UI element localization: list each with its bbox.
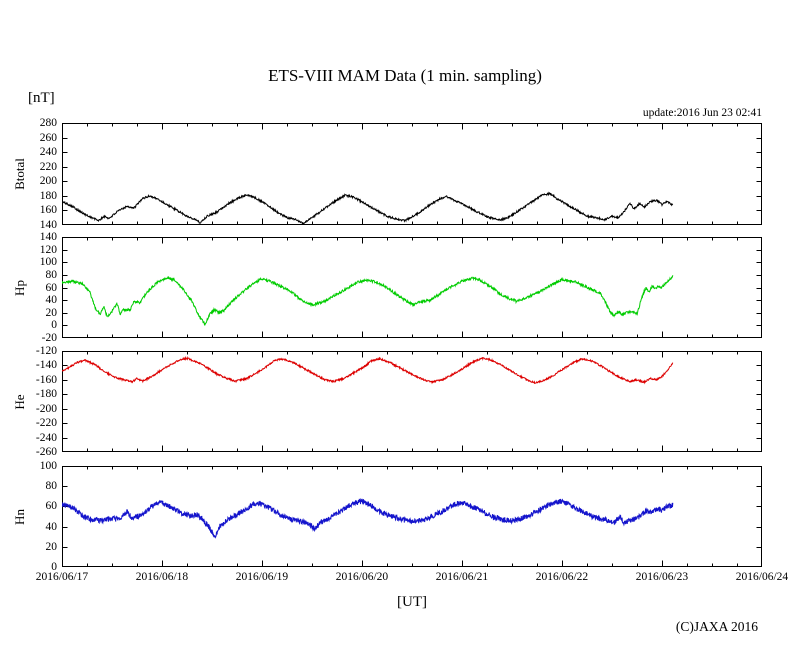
y-axis-title-btotal: Btotal (12, 158, 27, 190)
y-tick-label: 60 (45, 281, 58, 294)
hp-series-line (62, 275, 674, 327)
x-tick-label: 2016/06/21 (435, 571, 489, 583)
y-tick-label: 160 (39, 204, 57, 217)
y-tick-label: 100 (39, 256, 57, 269)
y-tick-label: 40 (45, 520, 58, 533)
x-tick-label: 2016/06/24 (735, 571, 789, 583)
y-axis-title-hp: Hp (12, 279, 27, 296)
hn-plot-area (62, 466, 762, 567)
y-axis-title-he: He (12, 393, 27, 410)
copyright-label: (C)JAXA 2016 (675, 619, 758, 634)
panel-hp (62, 237, 762, 338)
y-tick-label: 20 (45, 306, 58, 319)
x-axis-title: [UT] (397, 594, 427, 610)
he-series-line (62, 355, 674, 385)
y-tick-label: 220 (39, 160, 57, 173)
y-tick-label: 0 (51, 561, 57, 573)
x-tick-label: 2016/06/20 (335, 571, 389, 583)
hp-plot-area (62, 237, 762, 338)
y-tick-label: -180 (35, 388, 57, 401)
btotal-series-line (62, 191, 674, 225)
y-axis-title-hn: Hn (12, 508, 27, 525)
y-tick-label: 140 (39, 231, 57, 243)
he-plot-area (62, 351, 762, 452)
y-tick-label: 60 (45, 500, 58, 513)
panel-he (62, 351, 762, 452)
panel-hn (62, 466, 762, 567)
y-tick-label: 180 (39, 189, 57, 202)
y-tick-label: 100 (39, 460, 57, 472)
y-tick-label: -120 (35, 345, 57, 357)
y-tick-label: 120 (39, 243, 57, 256)
y-tick-label: -200 (35, 402, 57, 415)
y-tick-label: 80 (45, 268, 58, 281)
x-tick-label: 2016/06/18 (135, 571, 189, 583)
y-tick-label: 280 (39, 117, 57, 129)
y-tick-label: 40 (45, 294, 58, 307)
panel-btotal (62, 123, 762, 225)
x-tick-label: 2016/06/17 (35, 571, 89, 583)
x-tick-label: 2016/06/22 (535, 571, 589, 583)
y-tick-label: -260 (35, 446, 57, 458)
update-timestamp: update:2016 Jun 23 02:41 (642, 107, 762, 119)
y-tick-label: 200 (39, 175, 57, 188)
y-tick-label: 80 (45, 480, 58, 493)
x-tick-label: 2016/06/19 (235, 571, 289, 583)
y-tick-label: 0 (51, 319, 57, 332)
y-tick-label: -140 (35, 359, 57, 372)
x-tick-label: 2016/06/23 (635, 571, 689, 583)
y-tick-label: 140 (39, 219, 57, 231)
chart-title: ETS-VIII MAM Data (1 min. sampling) (268, 66, 542, 85)
y-tick-label: -20 (41, 332, 57, 344)
y-units-label: [nT] (28, 90, 55, 106)
y-tick-label: 240 (39, 146, 57, 159)
btotal-plot-area (62, 123, 762, 225)
hn-series-line (62, 497, 674, 539)
y-tick-label: 20 (45, 540, 58, 553)
y-tick-label: -220 (35, 417, 57, 430)
y-tick-label: 260 (39, 131, 57, 144)
y-tick-label: -160 (35, 373, 57, 386)
y-tick-label: -240 (35, 431, 57, 444)
